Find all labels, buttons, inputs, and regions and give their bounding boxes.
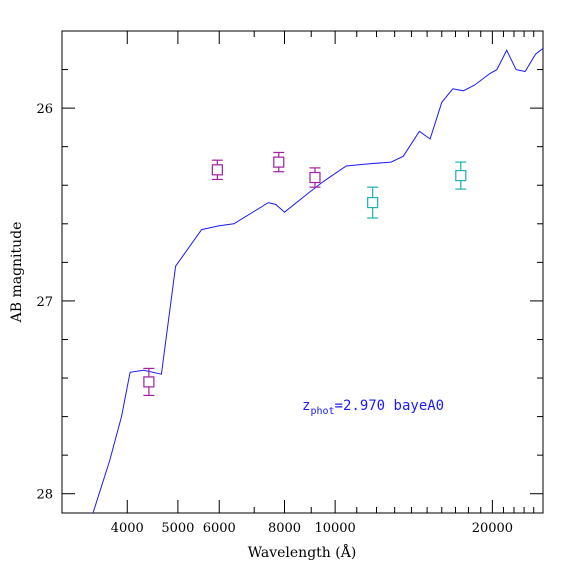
photometry-point xyxy=(455,161,467,190)
x-tick-label: 20000 xyxy=(472,521,513,536)
template-sed-line xyxy=(92,48,543,513)
annotation-text: =2.970 bayeA0 xyxy=(335,398,445,414)
square-marker xyxy=(143,376,155,388)
y-axis-label: AB magnitude xyxy=(9,222,25,324)
plot-frame xyxy=(61,30,544,514)
photometry-point xyxy=(309,167,321,188)
annotation-subscript: phot xyxy=(310,406,334,417)
square-marker xyxy=(309,171,321,184)
square-marker xyxy=(367,196,379,209)
series-layer xyxy=(92,48,543,513)
square-marker xyxy=(273,156,285,168)
x-axis-label: Wavelength (Å) xyxy=(248,543,357,561)
x-tick-label: 6000 xyxy=(203,521,236,536)
x-tick-label: 8000 xyxy=(268,521,301,536)
x-tick-label: 4000 xyxy=(111,521,144,536)
axis-ticks xyxy=(61,30,544,513)
photometry-point xyxy=(211,159,223,181)
photometry-point xyxy=(143,367,155,396)
x-tick-label: 10000 xyxy=(314,521,355,536)
tick-labels: 4000 5000 6000 8000 10000 20000 26 27 28 xyxy=(36,102,513,536)
y-tick-label: 26 xyxy=(36,102,53,117)
y-tick-label: 28 xyxy=(36,488,53,503)
photometric-redshift-annotation: zphot=2.970 bayeA0 xyxy=(302,398,444,417)
square-marker xyxy=(455,170,467,182)
photometry-point xyxy=(273,151,285,173)
y-tick-label: 27 xyxy=(36,295,53,310)
photometry-point xyxy=(367,186,379,219)
square-marker xyxy=(211,164,223,176)
x-tick-label: 5000 xyxy=(161,521,194,536)
annotation-prefix: z xyxy=(302,398,310,414)
